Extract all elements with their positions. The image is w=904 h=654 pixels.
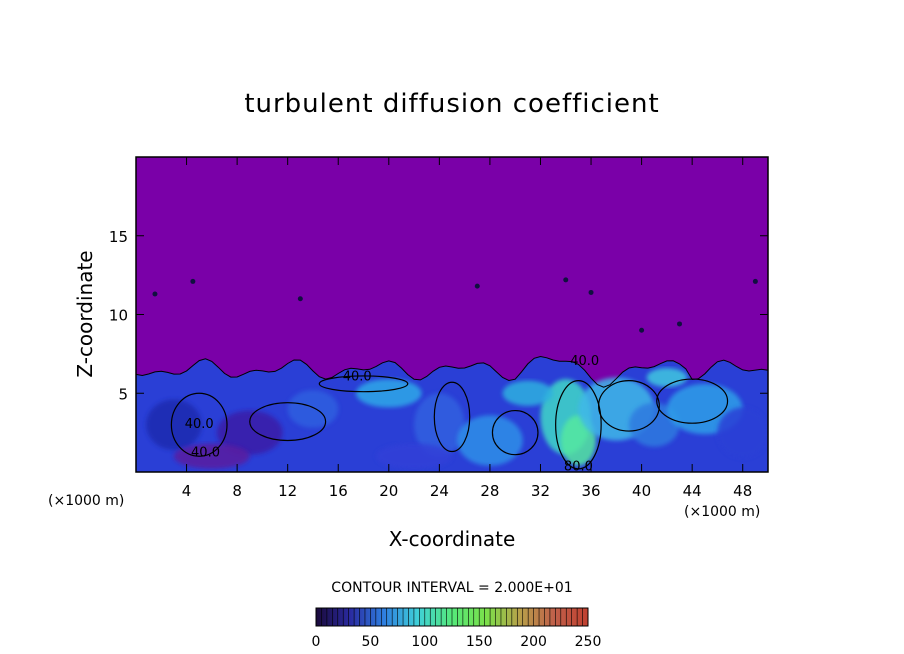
x-tick-label: 36: [581, 482, 600, 500]
speck: [677, 321, 683, 327]
colorbar-tick-label: 200: [520, 634, 547, 650]
x-tick-label: 48: [733, 482, 752, 500]
speck: [297, 296, 303, 302]
speck: [190, 278, 196, 284]
contour-line: [249, 402, 327, 442]
y-tick-label: 10: [109, 307, 128, 325]
x-tick-label: 40: [632, 482, 651, 500]
field-region: [502, 380, 554, 406]
y-axis-ticks: 5 10 15: [109, 228, 768, 403]
x-tick-label: 20: [379, 482, 398, 500]
x-tick-label: 24: [430, 482, 449, 500]
speck: [588, 289, 594, 295]
x-axis-unit-left: (×1000 m): [48, 493, 124, 509]
x-tick-label: 16: [329, 482, 348, 500]
contour-line: [136, 355, 768, 472]
x-tick-label: 12: [278, 482, 297, 500]
scattered-cells: [152, 277, 758, 333]
colorbar-tick-label: 150: [466, 634, 493, 650]
field-region: [628, 402, 680, 447]
contour-label: 40.0: [191, 445, 220, 460]
contour-label: 40.0: [343, 370, 372, 385]
field-region: [717, 407, 768, 458]
speck: [152, 291, 158, 297]
field-region: [146, 399, 202, 450]
speck: [752, 278, 758, 284]
contour-lines: [136, 355, 768, 472]
field-region: [173, 443, 250, 469]
colorbar-divisions: [315, 608, 589, 626]
plot-area: 40.040.040.040.080.0 4 8 12 16 20 24 28 32 36 40 4…: [109, 156, 769, 500]
speck: [563, 277, 569, 283]
x-tick-label: 44: [683, 482, 702, 500]
field-region: [376, 443, 452, 469]
colorbar-tick-label: 250: [575, 634, 602, 650]
contour-line: [170, 392, 228, 457]
colorbar: 0 50 100 150 200 250: [312, 607, 602, 650]
speck: [639, 327, 645, 333]
contour-label: 80.0: [564, 459, 593, 474]
contour-line: [318, 375, 409, 393]
colorbar-tick-label: 100: [411, 634, 438, 650]
x-axis-title: X-coordinate: [389, 527, 516, 551]
colorbar-ticks: 0 50 100 150 200 250: [312, 634, 602, 650]
contour-line: [598, 380, 660, 432]
contour-label-group: 40.0 40.0 40.0 40.0 80.0: [185, 354, 599, 475]
speck: [474, 283, 480, 289]
x-tick-label: 28: [480, 482, 499, 500]
x-tick-label: 8: [232, 482, 242, 500]
contour-line: [433, 381, 471, 453]
colorbar-tick-label: 0: [312, 634, 321, 650]
colorbar-tick-label: 50: [361, 634, 379, 650]
field-region: [216, 410, 283, 455]
contour-label: 40.0: [570, 354, 599, 369]
x-axis-unit-right: (×1000 m): [684, 504, 760, 520]
contour-line: [491, 409, 539, 456]
y-tick-label: 5: [118, 385, 128, 403]
diffusion-field: [136, 356, 768, 472]
field-region: [646, 368, 688, 387]
field-region: [414, 393, 465, 457]
contour-line: [555, 380, 602, 470]
field-region: [457, 415, 523, 466]
x-axis-ticks: 4 8 12 16 20 24 28 32 36 40 44 48: [182, 157, 752, 500]
contour-label: 40.0: [185, 417, 214, 432]
x-tick-label: 32: [531, 482, 550, 500]
y-tick-label: 15: [109, 228, 128, 246]
y-axis-title: Z-coordinate: [73, 250, 97, 377]
contour-interval-text: CONTOUR INTERVAL = 2.000E+01: [331, 580, 572, 596]
x-tick-label: 4: [182, 482, 192, 500]
field-region: [287, 390, 339, 428]
chart-title: turbulent diffusion coefficient: [244, 89, 659, 119]
